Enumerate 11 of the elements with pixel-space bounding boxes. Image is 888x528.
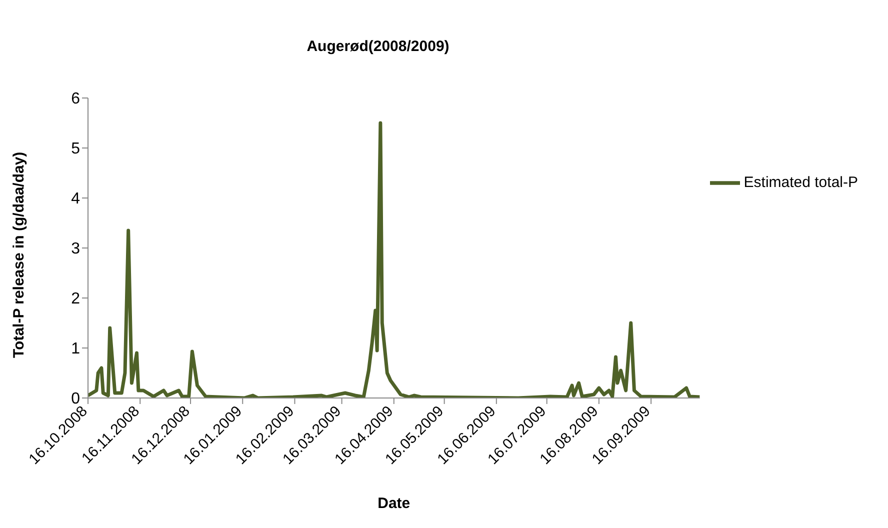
y-axis-title: Total-P release in (g/daa/day) [10, 152, 28, 358]
chart-title: Augerød(2008/2009) [306, 38, 450, 55]
y-tick-label: 0 [71, 390, 80, 408]
y-tick-label: 1 [71, 340, 80, 358]
y-tick-label: 5 [71, 140, 80, 158]
x-axis-title: Date [378, 495, 410, 512]
legend-label: Estimated total-P [744, 174, 858, 191]
y-tick-label: 6 [71, 90, 80, 108]
y-tick-label: 4 [71, 190, 80, 208]
y-tick-label: 2 [71, 290, 80, 308]
y-tick-label: 3 [71, 240, 80, 258]
